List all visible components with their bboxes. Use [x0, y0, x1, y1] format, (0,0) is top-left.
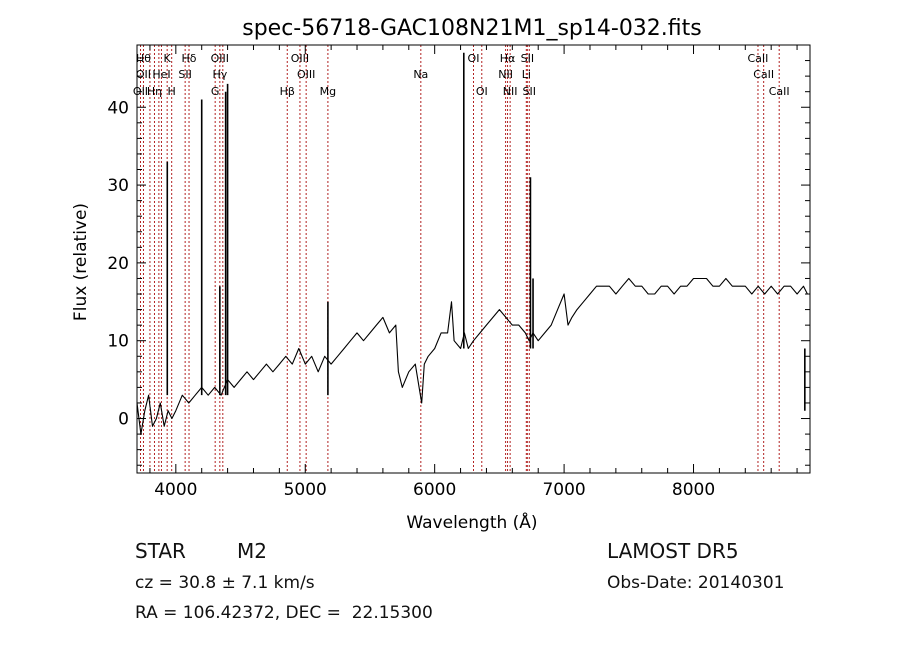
y-tick-label: 20 [107, 254, 129, 274]
line-marker-label: Hβ [280, 85, 295, 98]
line-marker-label: OI [476, 85, 488, 98]
axes: 4000 5000 6000 7000 8000 0 10 20 30 40 [107, 44, 811, 500]
observation-date: Obs-Date: 20140301 [607, 573, 785, 593]
y-tick-label: 30 [107, 176, 129, 196]
line-marker-label: Hα [500, 52, 516, 65]
line-marker-label: OIII [297, 68, 315, 81]
line-marker-label: K [164, 52, 172, 65]
emission-line-labels: OIIHθOIIHηHeIKHSIIHδGOIIIHγHβOIIIOIIIMgN… [133, 52, 790, 98]
line-marker-label: CaII [748, 52, 769, 65]
line-marker-label: Li [522, 68, 531, 81]
line-marker-label: H [168, 85, 176, 98]
object-class: STAR [135, 539, 186, 563]
line-marker-label: HeI [152, 68, 170, 81]
line-marker-label: Hγ [212, 68, 227, 81]
line-marker-label: OII [136, 68, 151, 81]
line-marker-label: SII [521, 52, 534, 65]
x-tick-label: 8000 [672, 480, 715, 500]
x-tick-label: 4000 [154, 480, 197, 500]
y-axis-label: Flux (relative) [71, 203, 91, 321]
y-tick-label: 10 [107, 332, 129, 352]
line-marker-label: G [211, 85, 220, 98]
spectrum-series [136, 52, 808, 435]
x-tick-label: 7000 [542, 480, 585, 500]
y-tick-label: 40 [107, 98, 129, 118]
plot-frame [136, 44, 811, 474]
line-marker-label: OIII [291, 52, 309, 65]
line-marker-label: Na [413, 68, 428, 81]
line-marker-label: Mg [320, 85, 336, 98]
line-marker-label: CaII [769, 85, 790, 98]
y-tick-label: 0 [118, 410, 129, 430]
x-axis-label: Wavelength (Å) [406, 511, 537, 533]
emission-line-markers [139, 45, 780, 473]
line-marker-label: Hη [147, 85, 162, 98]
line-marker-label: NII [503, 85, 518, 98]
line-marker-label: OIII [211, 52, 229, 65]
line-marker-label: Hδ [182, 52, 197, 65]
x-tick-label: 5000 [284, 480, 327, 500]
redshift-velocity: cz = 30.8 ± 7.1 km/s [135, 573, 315, 593]
line-marker-label: NII [498, 68, 513, 81]
chart-title: spec-56718-GAC108N21M1_sp14-032.fits [242, 16, 702, 41]
x-tick-label: 6000 [413, 480, 456, 500]
object-subclass: M2 [237, 539, 267, 563]
spectrum-line [136, 277, 808, 435]
line-marker-label: Hθ [136, 52, 151, 65]
line-marker-label: CaII [753, 68, 774, 81]
line-marker-label: OI [468, 52, 480, 65]
survey-name: LAMOST DR5 [607, 539, 739, 563]
ra-dec-coordinates: RA = 106.42372, DEC = 22.15300 [135, 603, 433, 623]
line-marker-label: SII [523, 85, 536, 98]
line-marker-label: SII [178, 68, 191, 81]
